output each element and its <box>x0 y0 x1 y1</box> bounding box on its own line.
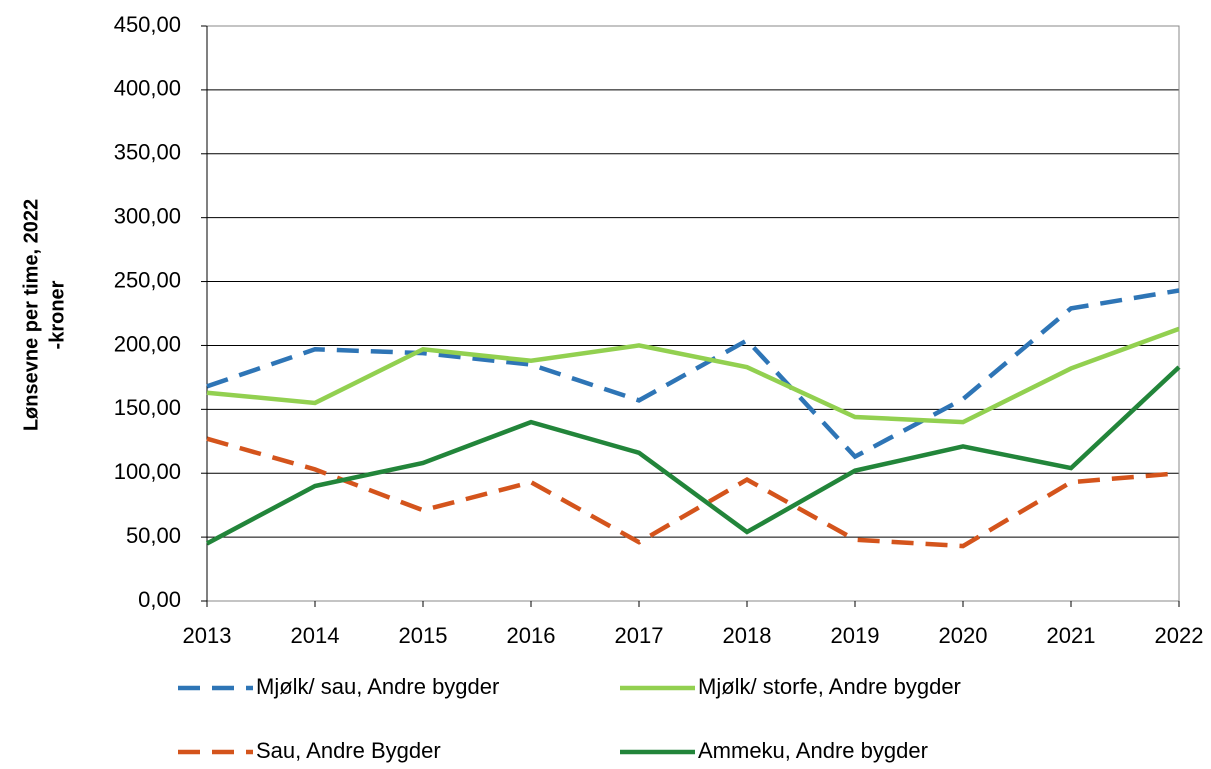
y-tick-label: 350,00 <box>114 140 181 165</box>
y-tick-label: 450,00 <box>114 12 181 37</box>
x-tick-label: 2018 <box>723 623 772 648</box>
series-line <box>206 288 1180 460</box>
x-tick-label: 2021 <box>1047 623 1096 648</box>
x-tick-label: 2014 <box>291 623 340 648</box>
legend-label: Ammeku, Andre bygder <box>698 738 928 763</box>
y-axis-title: Lønsevne per time, 2022 <box>20 199 42 431</box>
series-line <box>206 436 1180 549</box>
legend-label: Mjølk/ storfe, Andre bygder <box>698 674 961 699</box>
x-tick-label: 2019 <box>831 623 880 648</box>
y-tick-label: 400,00 <box>114 76 181 101</box>
y-tick-label: 50,00 <box>126 523 181 548</box>
y-tick-label: 300,00 <box>114 203 181 228</box>
y-tick-label: 100,00 <box>114 459 181 484</box>
y-tick-label: 150,00 <box>114 395 181 420</box>
x-tick-label: 2022 <box>1155 623 1204 648</box>
x-tick-label: 2013 <box>183 623 232 648</box>
x-tick-label: 2020 <box>939 623 988 648</box>
legend-label: Sau, Andre Bygder <box>256 738 441 763</box>
plot-border <box>206 25 1180 602</box>
y-tick-label: 0,00 <box>138 587 181 612</box>
legend-label: Mjølk/ sau, Andre bygder <box>256 674 499 699</box>
series-line <box>206 326 1180 425</box>
x-tick-label: 2017 <box>615 623 664 648</box>
y-tick-label: 200,00 <box>114 331 181 356</box>
x-tick-label: 2016 <box>507 623 556 648</box>
y-tick-label: 250,00 <box>114 267 181 292</box>
x-tick-label: 2015 <box>399 623 448 648</box>
y-axis-title: -kroner <box>46 280 68 349</box>
series-line <box>205 365 1181 546</box>
